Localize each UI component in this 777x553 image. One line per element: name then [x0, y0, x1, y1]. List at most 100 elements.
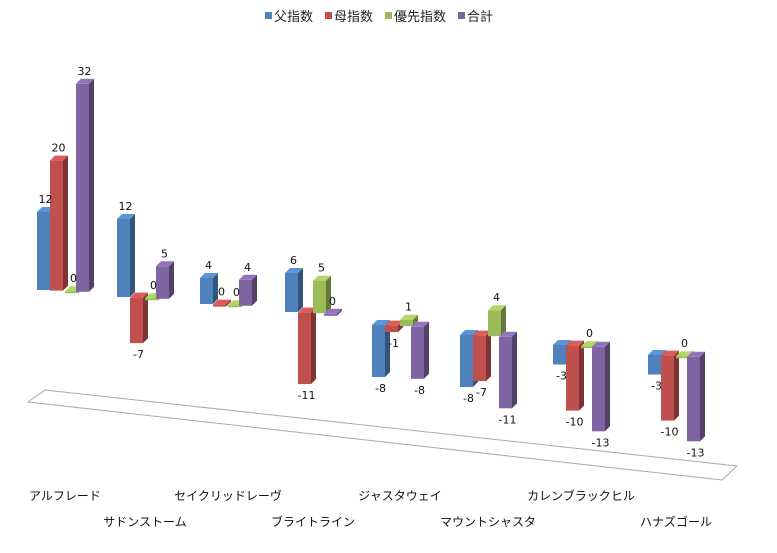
bar-front — [687, 356, 700, 442]
bar-top — [411, 321, 429, 327]
bar-top — [473, 330, 491, 336]
data-label: -7 — [133, 348, 144, 361]
chart-legend: 父指数 母指数 優先指数 合計 — [265, 6, 493, 25]
bar-front — [499, 336, 512, 409]
bar-front — [37, 212, 50, 290]
bar-1-0 — [50, 155, 68, 291]
data-label: -8 — [414, 384, 425, 397]
data-label: 0 — [233, 286, 240, 299]
bar-top — [50, 155, 68, 161]
bar-side — [579, 340, 584, 411]
bar-front — [200, 278, 213, 304]
bar-top — [553, 340, 571, 345]
data-label: 6 — [290, 254, 297, 267]
data-label: -13 — [592, 436, 610, 449]
bar-1-6 — [566, 340, 584, 411]
data-label: 5 — [318, 262, 325, 275]
bar-side — [252, 274, 257, 306]
bar-front — [488, 310, 501, 337]
legend-swatch — [385, 12, 393, 19]
bar-top — [156, 261, 174, 267]
bar-top — [460, 330, 478, 335]
bar-1-2 — [213, 299, 231, 307]
data-label: -13 — [687, 446, 705, 459]
bar-front — [145, 298, 158, 301]
data-label: -1 — [388, 337, 399, 350]
bar-front — [411, 326, 424, 379]
data-label: -11 — [298, 389, 316, 402]
bar-top — [130, 292, 148, 298]
bar-1-3 — [298, 307, 316, 385]
bar-front — [566, 345, 579, 411]
bar-front — [661, 355, 674, 421]
data-label: -3 — [556, 370, 567, 383]
bar-front — [648, 355, 661, 375]
bar-0-1 — [117, 214, 135, 297]
bar-3-7 — [687, 351, 705, 442]
bar-side — [486, 330, 491, 382]
bar-side — [385, 320, 390, 377]
bar-front — [553, 345, 566, 365]
bar-side — [700, 351, 705, 442]
bar-top — [239, 274, 257, 280]
legend-label: 母指数 — [334, 10, 374, 25]
bar-top — [499, 331, 517, 337]
bar-side — [169, 261, 174, 299]
bar-front — [213, 304, 226, 307]
data-label: -10 — [566, 416, 584, 429]
legend-item-father: 父指数 — [265, 6, 313, 25]
category-label: ハナズゴール — [640, 514, 712, 529]
bar-front — [156, 266, 169, 299]
bar-0-2 — [200, 273, 218, 304]
data-label: 0 — [329, 295, 336, 308]
bar-front — [117, 219, 130, 297]
bar-top — [400, 314, 418, 320]
bar-side — [326, 275, 331, 314]
bar-3-3 — [324, 308, 342, 316]
bar-top — [324, 308, 342, 314]
data-label: -8 — [463, 392, 474, 405]
legend-item-priority: 優先指数 — [385, 6, 446, 25]
data-label: 0 — [70, 272, 77, 285]
bar-0-4 — [372, 320, 390, 377]
data-label: 0 — [586, 327, 593, 340]
bar-3-0 — [76, 78, 94, 292]
data-label: 4 — [244, 261, 251, 274]
legend-swatch — [265, 12, 272, 19]
legend-label: 合計 — [467, 10, 494, 25]
bar-front — [400, 319, 413, 327]
bar-front — [676, 356, 689, 359]
bar-top — [117, 214, 135, 219]
bar-top — [566, 340, 584, 346]
data-label: -8 — [375, 382, 386, 395]
category-label: マウントシャスタ — [440, 515, 536, 529]
data-label: 4 — [205, 259, 212, 272]
legend-label: 父指数 — [274, 10, 314, 25]
legend-swatch — [325, 12, 333, 19]
bar-top — [298, 307, 316, 313]
data-label: 12 — [39, 193, 53, 206]
bar-front — [65, 291, 78, 294]
bar-top — [648, 350, 666, 355]
bar-top — [592, 341, 610, 347]
bar-front — [76, 83, 89, 292]
bar-top — [385, 320, 403, 326]
data-label: 4 — [493, 291, 500, 304]
bar-top — [488, 305, 506, 311]
floor-plane — [26, 389, 739, 481]
bar-3-6 — [592, 341, 610, 432]
bar-top — [76, 78, 94, 84]
bar-side — [413, 314, 418, 327]
bar-front — [473, 335, 486, 382]
data-label: -11 — [499, 413, 517, 426]
bar-top — [687, 351, 705, 357]
bar-3-5 — [499, 331, 517, 409]
bar-side — [130, 214, 135, 297]
bar-side — [337, 308, 342, 316]
bar-1-1 — [130, 292, 148, 344]
bar-front — [285, 273, 298, 312]
data-label: 0 — [150, 279, 157, 292]
category-label: アルフレード — [29, 489, 101, 503]
bar-top — [213, 299, 231, 305]
bar-front — [130, 297, 143, 344]
